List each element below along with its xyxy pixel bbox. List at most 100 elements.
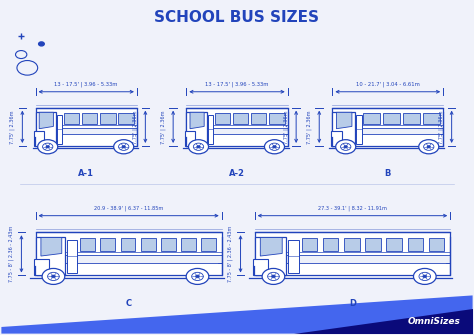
Circle shape [51, 275, 55, 278]
Bar [201, 238, 216, 251]
Circle shape [273, 145, 276, 148]
Bar [185, 131, 195, 146]
Text: 7.75' | 2.36m: 7.75' | 2.36m [306, 110, 312, 144]
Bar [141, 238, 155, 251]
Bar [255, 238, 286, 275]
Bar [161, 238, 176, 251]
Polygon shape [190, 112, 204, 129]
Circle shape [423, 275, 427, 278]
Bar [36, 232, 222, 275]
Text: 7.75' | 2.36m: 7.75' | 2.36m [160, 110, 165, 144]
Bar [355, 128, 443, 134]
Bar [332, 112, 355, 146]
Bar [120, 238, 136, 251]
Bar [269, 113, 284, 124]
Bar [181, 238, 196, 251]
Bar [36, 238, 65, 275]
Text: C: C [126, 299, 132, 308]
Text: 13 - 17.5' | 3.96 - 5.33m: 13 - 17.5' | 3.96 - 5.33m [55, 82, 118, 87]
Bar [208, 115, 213, 144]
Text: 13 - 17.5' | 3.96 - 5.33m: 13 - 17.5' | 3.96 - 5.33m [205, 82, 269, 87]
Polygon shape [1, 295, 473, 334]
Bar [332, 108, 443, 146]
Bar [64, 113, 79, 124]
Circle shape [191, 272, 203, 280]
Bar [100, 238, 115, 251]
Circle shape [269, 143, 280, 150]
Bar [186, 108, 288, 146]
Circle shape [419, 140, 439, 154]
Bar [253, 259, 268, 275]
Bar [383, 113, 400, 124]
Circle shape [272, 275, 275, 278]
Text: D: D [349, 299, 356, 308]
Bar [67, 240, 77, 273]
Text: 7.75' | 2.36m: 7.75' | 2.36m [132, 110, 138, 144]
Circle shape [419, 272, 430, 280]
Circle shape [42, 268, 65, 284]
Circle shape [118, 143, 129, 150]
Bar [56, 128, 137, 134]
Bar [80, 238, 95, 251]
Circle shape [336, 140, 356, 154]
Bar [344, 238, 359, 251]
Text: 7.75' | 2.36m: 7.75' | 2.36m [9, 110, 15, 144]
Circle shape [268, 272, 279, 280]
Bar [286, 255, 450, 263]
Bar [82, 113, 98, 124]
Text: OmniSizes: OmniSizes [408, 317, 461, 326]
Circle shape [189, 140, 209, 154]
Bar [423, 113, 440, 124]
Bar [356, 115, 362, 144]
Bar [233, 113, 248, 124]
Bar [408, 238, 423, 251]
Text: 7.75' | 2.36m: 7.75' | 2.36m [438, 110, 444, 144]
Text: 20.9 - 38.9' | 6.37 - 11.85m: 20.9 - 38.9' | 6.37 - 11.85m [94, 206, 163, 211]
Bar [288, 240, 299, 273]
Bar [215, 113, 230, 124]
Bar [331, 131, 342, 146]
Circle shape [197, 145, 201, 148]
Bar [36, 112, 56, 146]
Circle shape [413, 268, 436, 284]
Bar [429, 238, 444, 251]
Circle shape [344, 145, 347, 148]
Circle shape [122, 145, 126, 148]
Bar [57, 115, 63, 144]
Bar [186, 112, 207, 146]
Circle shape [340, 143, 351, 150]
Text: 10 - 21.7' | 3.04 - 6.61m: 10 - 21.7' | 3.04 - 6.61m [356, 82, 420, 87]
Circle shape [193, 143, 204, 150]
Text: SCHOOL BUS SIZES: SCHOOL BUS SIZES [155, 10, 319, 25]
Circle shape [264, 140, 284, 154]
Bar [65, 255, 222, 263]
Polygon shape [260, 238, 282, 256]
Bar [251, 113, 266, 124]
Bar [403, 113, 420, 124]
Polygon shape [41, 238, 62, 256]
Circle shape [47, 272, 59, 280]
Circle shape [427, 145, 430, 148]
Circle shape [46, 145, 49, 148]
Circle shape [424, 143, 434, 150]
Bar [301, 238, 317, 251]
Polygon shape [39, 112, 54, 129]
Circle shape [114, 140, 134, 154]
Circle shape [186, 268, 209, 284]
Bar [34, 259, 49, 275]
Circle shape [195, 275, 200, 278]
Text: A-1: A-1 [78, 169, 94, 178]
Text: 7.75' | 2.36m: 7.75' | 2.36m [283, 110, 289, 144]
Text: 7.75 - 8' | 2.36 - 2.43m: 7.75 - 8' | 2.36 - 2.43m [9, 226, 14, 282]
Polygon shape [337, 112, 352, 129]
Bar [365, 238, 381, 251]
Bar [323, 238, 338, 251]
Bar [118, 113, 134, 124]
Polygon shape [293, 309, 473, 334]
Circle shape [262, 268, 285, 284]
Bar [364, 113, 380, 124]
Circle shape [38, 140, 58, 154]
Bar [386, 238, 402, 251]
Text: A-2: A-2 [229, 169, 245, 178]
Text: 7.75 - 8' | 2.36 - 2.43m: 7.75 - 8' | 2.36 - 2.43m [228, 226, 233, 282]
